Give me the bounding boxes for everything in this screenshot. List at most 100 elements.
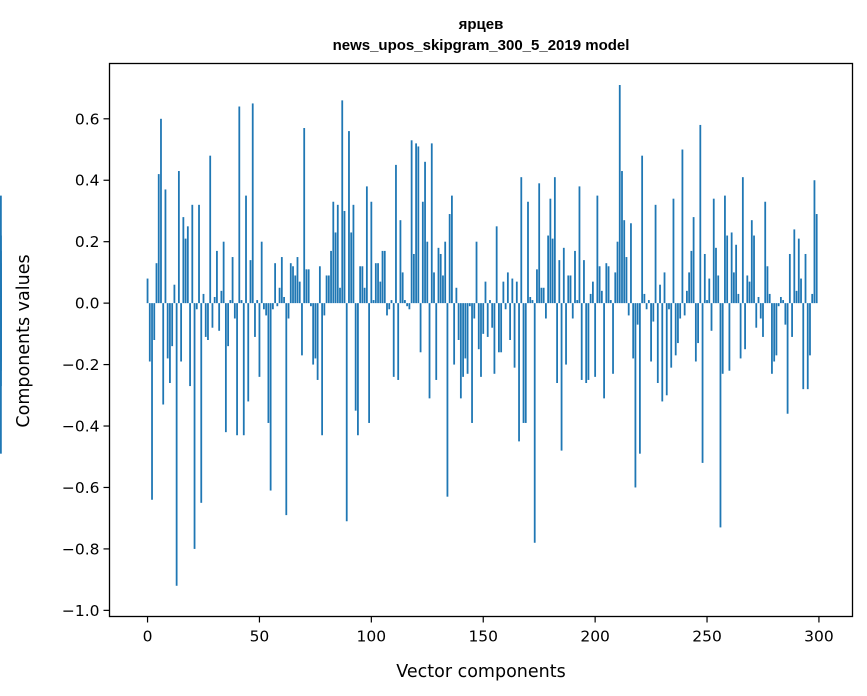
bar-272 [755, 303, 758, 328]
bar-271 [753, 235, 755, 304]
y-tick-label: −1.0 [62, 602, 100, 620]
bar-183 [556, 303, 558, 384]
bar-82 [330, 250, 332, 304]
bar-7 [162, 303, 165, 405]
bar-236 [674, 303, 677, 356]
bar-130 [437, 247, 440, 304]
plot-frame [108, 62, 854, 618]
bar-255 [717, 275, 720, 304]
bar-235 [672, 198, 675, 304]
bar-27 [207, 303, 209, 340]
bar-100 [370, 201, 373, 304]
bar-33 [220, 290, 223, 304]
bar-157 [498, 303, 500, 353]
y-tick-label: 0.4 [75, 172, 100, 190]
bar-45 [247, 303, 250, 402]
bar-50 [258, 303, 261, 377]
bar-230 [661, 303, 664, 402]
bar-141 [462, 303, 464, 377]
bar-279 [771, 303, 773, 374]
bar-210 [616, 241, 619, 304]
bar-132 [442, 275, 444, 304]
bar-245 [694, 303, 697, 362]
bar-32 [218, 303, 221, 331]
bar-296 [809, 303, 811, 356]
bar-267 [744, 303, 746, 350]
bar-94 [357, 303, 359, 436]
bar-216 [630, 223, 632, 304]
bar-209 [614, 272, 617, 304]
bar-104 [379, 281, 382, 304]
bar-192 [576, 300, 579, 304]
bar-63 [287, 303, 290, 319]
bar-23 [198, 204, 200, 304]
bar-281 [775, 303, 778, 356]
x-tick-label: 50 [250, 628, 270, 646]
bar-179 [547, 235, 550, 304]
bar-221 [641, 155, 644, 304]
bar-289 [793, 229, 796, 304]
bar-65 [292, 266, 294, 304]
bar-124 [424, 161, 426, 304]
bar-119 [412, 253, 415, 304]
bar-203 [600, 290, 603, 304]
bar-178 [545, 303, 547, 319]
bar-265 [739, 303, 742, 359]
bar-258 [724, 195, 726, 304]
bar-138 [455, 287, 458, 304]
bar-241 [686, 290, 688, 304]
bar-115 [404, 300, 406, 304]
bar-225 [650, 303, 652, 362]
bar-134 [446, 303, 449, 497]
bar-177 [542, 287, 545, 304]
bar-297 [811, 293, 814, 304]
bar-231 [663, 272, 666, 304]
bar-293 [802, 303, 805, 390]
bar-295 [806, 303, 809, 390]
bar-198 [589, 293, 592, 304]
bar-182 [553, 177, 556, 304]
bar-12 [173, 284, 176, 304]
bar-67 [296, 257, 299, 304]
bar-107 [386, 303, 388, 316]
bar-25 [202, 293, 205, 304]
bar-34 [222, 241, 225, 304]
bar-187 [565, 303, 567, 365]
bar-164 [513, 303, 516, 368]
bar-127 [430, 143, 433, 304]
x-tick-label: 200 [580, 628, 610, 646]
bar-207 [609, 300, 612, 304]
bar-202 [598, 266, 601, 304]
bar-311 [0, 296, 2, 304]
bar-136 [451, 195, 453, 304]
y-tick-label: −0.2 [62, 356, 100, 374]
bar-162 [509, 303, 511, 340]
bar-29 [211, 303, 214, 328]
bar-51 [260, 241, 263, 304]
bar-200 [594, 303, 597, 377]
bar-1 [148, 303, 151, 362]
bar-73 [310, 303, 312, 307]
bar-113 [399, 220, 402, 304]
bar-277 [766, 266, 769, 304]
bar-286 [786, 303, 789, 414]
bar-194 [580, 303, 583, 380]
bar-218 [634, 303, 637, 488]
bar-59 [278, 287, 281, 304]
bar-62 [285, 303, 288, 516]
bar-123 [421, 201, 424, 304]
bar-85 [336, 204, 339, 304]
bar-145 [471, 303, 473, 423]
bar-195 [583, 260, 585, 304]
bar-163 [511, 278, 514, 304]
bar-161 [506, 272, 509, 304]
bar-75 [314, 303, 317, 359]
bar-234 [670, 303, 673, 368]
bar-282 [777, 303, 780, 307]
bar-57 [274, 263, 276, 304]
bar-156 [495, 226, 498, 304]
bar-110 [392, 303, 395, 377]
bar-76 [316, 303, 319, 380]
bar-208 [612, 303, 614, 374]
bar-246 [697, 303, 699, 344]
